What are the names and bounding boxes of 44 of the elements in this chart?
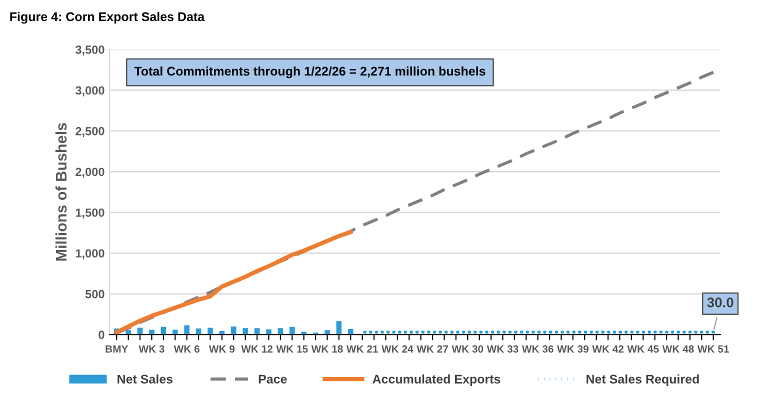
x-tick-label: BMY (106, 345, 128, 353)
y-axis-title: Millions of Bushels (55, 123, 67, 261)
legend-label: Net Sales (118, 374, 173, 384)
x-tick-label: WK 30 (452, 345, 484, 353)
y-tick-label: 2,000 (76, 168, 104, 178)
bar (149, 330, 154, 335)
bar (290, 326, 295, 335)
bar (336, 321, 342, 335)
bar (348, 328, 354, 335)
bar (184, 325, 190, 335)
y-tick-label: 500 (85, 290, 104, 298)
legend-label: Pace (258, 374, 287, 384)
y-tick-label: 2,500 (76, 126, 104, 138)
y-tick-label: 1,000 (76, 249, 104, 260)
x-tick-label: WK 36 (522, 345, 554, 353)
x-tick-label: WK 3 (138, 345, 164, 353)
x-tick-label: WK 51 (697, 345, 729, 353)
x-tick-label: WK 21 (346, 345, 378, 353)
annotation: 30.0 (707, 298, 734, 308)
y-tick-label: 0 (98, 330, 104, 340)
bar (208, 328, 213, 335)
x-tick-label: WK 42 (592, 345, 624, 353)
x-tick-label: WK 18 (311, 345, 343, 353)
legend-label: Net Sales Required (586, 374, 699, 386)
x-tick-label: WK 39 (557, 345, 588, 353)
y-tick-label: 1,500 (76, 208, 104, 219)
x-tick-label: WK 24 (382, 345, 414, 353)
bar (231, 326, 236, 335)
x-tick-label: WK 45 (627, 345, 659, 353)
x-tick-label: WK 12 (241, 345, 273, 353)
y-tick-label: 3,000 (75, 86, 104, 96)
bar (172, 330, 178, 335)
x-tick-label: WK 9 (208, 345, 235, 353)
x-tick-label: WK 33 (486, 345, 518, 353)
bar (242, 328, 248, 335)
x-tick-label: WK 48 (662, 345, 694, 353)
y-tick-label: 3,500 (75, 46, 104, 56)
x-tick-label: WK 6 (174, 345, 200, 353)
x-tick-label: WK 27 (416, 345, 448, 353)
legend-label: Accumulated Exports (372, 374, 500, 386)
annotation: Total Commitments through 1/22/26 = 2,271 million bushels (134, 66, 486, 78)
x-tick-label: WK 15 (276, 345, 308, 353)
bar (324, 330, 330, 335)
chart-title: Figure 4: Corn Export Sales Data (10, 12, 205, 24)
